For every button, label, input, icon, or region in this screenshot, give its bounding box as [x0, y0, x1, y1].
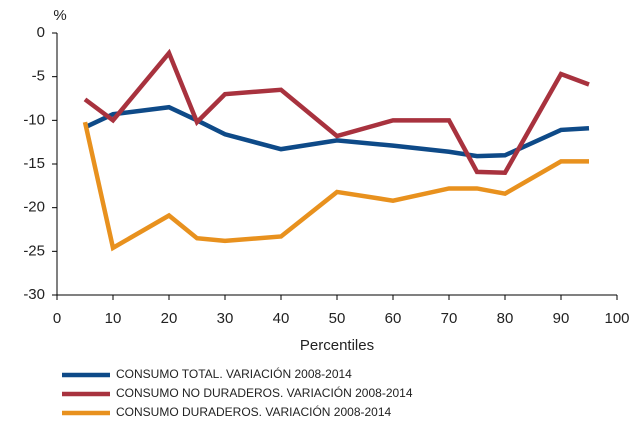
x-tick-label: 70: [441, 310, 458, 327]
x-tick-label: 80: [497, 310, 514, 327]
series-line: [82, 121, 589, 252]
x-tick-label: 90: [553, 310, 570, 327]
y-tick-label: 0: [37, 24, 45, 41]
y-tick-label: -20: [23, 199, 45, 216]
x-tick-label: 40: [273, 310, 290, 327]
legend-label: CONSUMO TOTAL. VARIACIÓN 2008-2014: [116, 366, 352, 381]
legend-label: CONSUMO NO DURADEROS. VARIACIÓN 2008-201…: [116, 385, 413, 400]
y-tick-label: -15: [23, 155, 45, 172]
x-tick-label: 10: [105, 310, 122, 327]
series-line: [84, 104, 590, 159]
y-axis-label: %: [53, 7, 66, 24]
x-tick-label: 100: [604, 310, 629, 327]
x-axis-label: Percentiles: [300, 337, 374, 354]
y-tick-label: -5: [32, 68, 45, 85]
series-line: [83, 48, 590, 176]
x-tick-label: 50: [329, 310, 346, 327]
y-tick-label: -30: [23, 286, 45, 303]
x-tick-label: 20: [161, 310, 178, 327]
y-tick-label: -10: [23, 111, 45, 128]
legend-label: CONSUMO DURADEROS. VARIACIÓN 2008-2014: [116, 404, 392, 419]
y-tick-label: -25: [23, 242, 45, 259]
x-tick-label: 30: [217, 310, 234, 327]
x-tick-label: 0: [53, 310, 61, 327]
x-tick-label: 60: [385, 310, 402, 327]
